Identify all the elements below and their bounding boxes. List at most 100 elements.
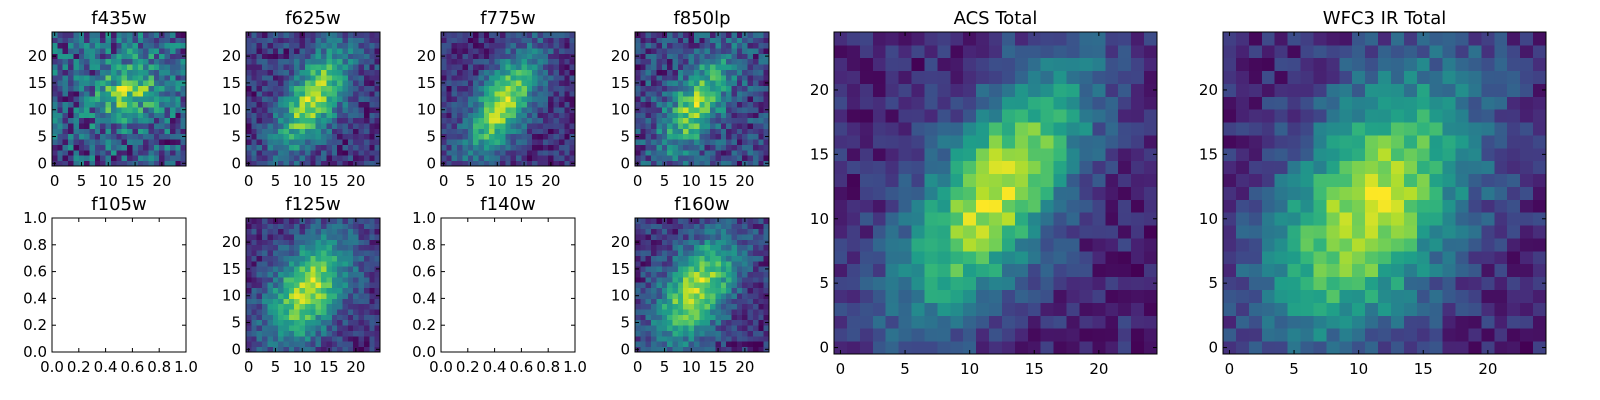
heatmap-cell — [299, 107, 306, 113]
heatmap-cell — [521, 53, 528, 60]
heatmap-cell — [505, 53, 512, 60]
heatmap-cell — [369, 112, 376, 119]
heatmap-cell — [1481, 315, 1495, 329]
heatmap-cell — [548, 90, 554, 97]
heatmap-cell — [337, 239, 343, 246]
heatmap-cell — [164, 112, 171, 119]
heatmap-cell — [1248, 57, 1263, 72]
heatmap-cell — [73, 149, 80, 156]
heatmap-cell — [635, 58, 641, 65]
heatmap-cell — [1001, 186, 1016, 200]
heatmap-cell — [661, 293, 668, 299]
heatmap-cell — [321, 149, 327, 156]
heatmap-cell — [94, 58, 101, 65]
heatmap-cell — [640, 74, 647, 81]
heatmap-cell — [667, 80, 673, 86]
x-tick-label: 15 — [709, 172, 728, 190]
heatmap-cell — [288, 85, 295, 92]
heatmap-cell — [137, 96, 144, 103]
heatmap-cell — [1223, 328, 1237, 342]
heatmap-cell — [153, 101, 160, 108]
heatmap-cell — [262, 149, 268, 156]
heatmap-cell — [924, 225, 938, 239]
heatmap-cell — [859, 83, 874, 97]
heatmap-cell — [363, 80, 370, 86]
heatmap-cell — [374, 64, 381, 70]
heatmap-cell — [510, 48, 517, 54]
heatmap-cell — [656, 48, 663, 54]
heatmap-cell — [358, 260, 365, 267]
heatmap-cell — [651, 58, 657, 65]
heatmap-cell — [73, 112, 80, 119]
heatmap-cell — [726, 346, 732, 353]
heatmap-cell — [521, 74, 528, 81]
heatmap-cell — [347, 260, 354, 267]
heatmap-cell — [726, 107, 732, 113]
heatmap-cell — [137, 133, 144, 140]
heatmap-cell — [1403, 70, 1418, 84]
heatmap-cell — [374, 250, 381, 256]
heatmap-cell — [73, 133, 80, 140]
heatmap-cell — [731, 64, 738, 70]
x-tick-label: 15 — [515, 172, 534, 190]
heatmap-cell — [374, 335, 381, 342]
heatmap-cell — [374, 74, 381, 81]
heatmap-cell — [358, 293, 365, 299]
heatmap-cell — [1416, 96, 1431, 110]
heatmap-cell — [132, 155, 139, 162]
heatmap-cell — [742, 96, 748, 103]
heatmap-cell — [693, 101, 700, 108]
heatmap-cell — [747, 128, 754, 135]
heatmap-cell — [483, 144, 490, 151]
heatmap-cell — [374, 341, 381, 348]
heatmap-cell — [672, 144, 679, 151]
heatmap-cell — [283, 223, 290, 230]
heatmap-cell — [473, 58, 479, 65]
heatmap-cell — [846, 315, 861, 329]
heatmap-cell — [288, 42, 295, 49]
heatmap-cell — [672, 53, 679, 60]
heatmap-cell — [683, 90, 689, 97]
heatmap-cell — [121, 133, 128, 140]
heatmap-cell — [752, 149, 759, 156]
heatmap-cell — [752, 32, 759, 38]
heatmap-cell — [262, 276, 268, 283]
heatmap-cell — [1533, 341, 1547, 355]
heatmap-cell — [462, 96, 469, 103]
heatmap-cell — [321, 117, 327, 124]
heatmap-cell — [1105, 276, 1119, 290]
heatmap-cell — [640, 128, 647, 135]
heatmap-cell — [1261, 328, 1276, 342]
heatmap-cell — [1118, 199, 1132, 213]
heatmap-cell — [278, 325, 284, 331]
heatmap-cell — [110, 58, 117, 65]
heatmap-cell — [834, 83, 848, 97]
heatmap-cell — [715, 287, 722, 294]
heatmap-cell — [537, 133, 544, 140]
heatmap-cell — [1326, 160, 1340, 175]
heatmap-cell — [315, 32, 322, 38]
heatmap-cell — [715, 139, 722, 145]
heatmap-cell — [283, 218, 290, 224]
heatmap-cell — [478, 37, 485, 44]
heatmap-cell — [683, 123, 689, 129]
heatmap-cell — [937, 328, 951, 342]
heatmap-cell — [1390, 147, 1405, 162]
heatmap-cell — [1274, 173, 1288, 187]
heatmap-cell — [73, 139, 80, 145]
heatmap-cell — [859, 186, 874, 200]
heatmap-cell — [731, 85, 738, 92]
heatmap-cell — [1481, 173, 1495, 187]
heatmap-cell — [736, 37, 743, 44]
heatmap-cell — [89, 74, 96, 81]
heatmap-cell — [1053, 57, 1067, 72]
heatmap-cell — [1442, 147, 1456, 162]
heatmap-cell — [1416, 225, 1431, 239]
y-tick-label: 10 — [810, 210, 829, 228]
heatmap-cell — [1144, 302, 1158, 316]
heatmap-cell — [363, 48, 370, 54]
heatmap-cell — [1144, 289, 1158, 303]
heatmap-cell — [304, 239, 311, 246]
heatmap-cell — [278, 239, 284, 246]
heatmap-cell — [976, 96, 990, 110]
